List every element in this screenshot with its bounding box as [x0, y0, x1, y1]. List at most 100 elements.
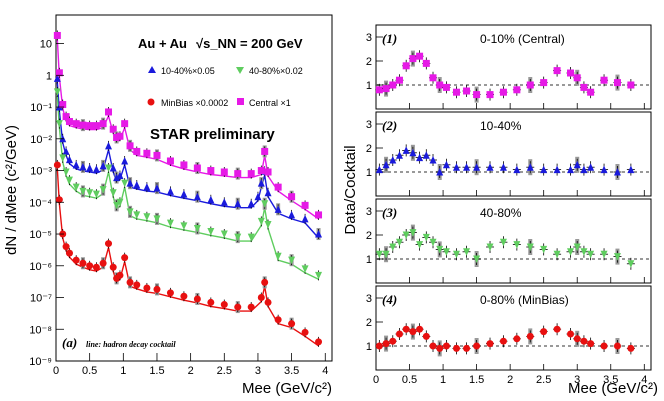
data-point [55, 196, 63, 204]
ratio-point [409, 148, 417, 157]
spectra-ytick-label: 10⁻¹ [30, 102, 52, 114]
data-point [133, 211, 141, 219]
ratio-ytick-label: 3 [366, 206, 372, 218]
data-point [72, 160, 80, 169]
ratio-panel-title: 0-10% (Central) [480, 32, 565, 46]
data-point [79, 162, 87, 171]
ratio-point [473, 163, 481, 171]
data-point [234, 303, 242, 311]
ratio-point [486, 163, 494, 171]
ratio-point [463, 344, 471, 352]
spectra-xtick-label: 3.5 [284, 365, 299, 377]
legend-label-10-40: 10-40%×0.05 [161, 66, 215, 76]
ratio-point [513, 335, 521, 343]
ratio-point [389, 243, 397, 251]
data-point [207, 298, 215, 306]
ratio-panel-label: (1) [382, 31, 397, 46]
legend-label-minbias: MinBias ×0.0002 [161, 98, 228, 108]
ratio-point [395, 330, 403, 338]
energy-label: √s_NN = 200 GeV [196, 36, 303, 51]
spectra-ytick-label: 10⁻² [30, 134, 52, 146]
data-point [116, 132, 124, 140]
ratio-frame [375, 285, 652, 371]
ratio-point [422, 332, 430, 340]
ratio-point [580, 83, 588, 91]
data-point [86, 122, 94, 130]
data-point [121, 254, 129, 262]
spectra-ytick-label: 1 [46, 70, 52, 82]
data-point [288, 256, 296, 265]
ratio-point [573, 160, 581, 169]
data-point [72, 120, 80, 128]
ratio-frame [375, 198, 652, 284]
data-point [315, 271, 323, 280]
ratio-point [613, 168, 621, 176]
ratio-point [402, 146, 410, 154]
data-point [234, 170, 242, 178]
spectra-ytick-label: 10⁻⁷ [30, 293, 52, 305]
ratio-xtick-label: 1 [440, 374, 446, 386]
spectra-ytick-label: 10⁻⁴ [29, 197, 52, 209]
data-point [274, 316, 282, 324]
data-point [180, 161, 188, 169]
ratio-point [436, 168, 444, 176]
data-point [153, 184, 161, 192]
ratio-point [567, 248, 575, 256]
ratio-point [436, 245, 444, 254]
data-point [53, 31, 61, 39]
ratio-point [580, 248, 588, 256]
data-point [113, 173, 121, 182]
ratio-point [627, 81, 635, 89]
legend-marker-40-80 [236, 67, 244, 74]
data-point [113, 201, 121, 210]
data-point [153, 215, 161, 223]
ratio-point [382, 250, 390, 259]
data-point [62, 168, 70, 176]
ratio-point [613, 342, 621, 350]
data-point [116, 271, 124, 279]
data-point [55, 120, 63, 128]
data-point [261, 200, 269, 208]
ratio-point [600, 76, 608, 84]
ratio-xtick-label: 2.5 [536, 374, 551, 386]
data-point [65, 155, 73, 164]
ratio-point [429, 238, 437, 247]
ratio-point [442, 160, 450, 169]
ratio-point [553, 67, 561, 75]
data-point [234, 233, 242, 242]
data-point [301, 214, 309, 223]
ratio-ytick-label: 2 [366, 56, 372, 68]
panel-label-a: (a) [62, 335, 77, 350]
data-point [126, 142, 134, 150]
ratio-xtick-label: 3 [574, 374, 580, 386]
ratio-point [600, 250, 608, 259]
ratio-panel: 1 2 3 (2) 10-40% [366, 111, 652, 197]
data-point [220, 301, 228, 309]
legend-marker-10-40 [148, 66, 156, 73]
ratio-ytick-label: 3 [366, 119, 372, 131]
spectra-xtick-label: 3 [255, 365, 261, 377]
data-point [261, 147, 269, 155]
ratio-panel-label: (2) [382, 118, 397, 133]
data-point [79, 187, 87, 196]
ratio-xtick-label: 4 [641, 374, 647, 386]
data-point [79, 121, 87, 129]
spectra-xtick-label: 2 [188, 365, 194, 377]
ratio-point [382, 85, 390, 93]
data-point [264, 168, 272, 176]
ratio-point [627, 260, 635, 268]
ratio-point [526, 163, 534, 171]
spectra-xtick-label: 0 [53, 365, 59, 377]
ratio-point [389, 156, 397, 164]
data-point [193, 164, 201, 172]
data-point [166, 157, 174, 165]
ratio-point [442, 342, 450, 350]
data-point [257, 179, 265, 187]
ratio-point [513, 241, 521, 249]
ratio-panel: 1 2 3 0 0.5 1 1.5 2 2.5 3 3.5 4 (4) 0-80% (MinBias) [366, 285, 652, 386]
data-point [274, 205, 282, 213]
ratio-point [402, 325, 410, 333]
spectra-ytick-label: 10⁻⁸ [29, 324, 52, 336]
data-point [264, 298, 272, 306]
data-point [53, 74, 61, 82]
